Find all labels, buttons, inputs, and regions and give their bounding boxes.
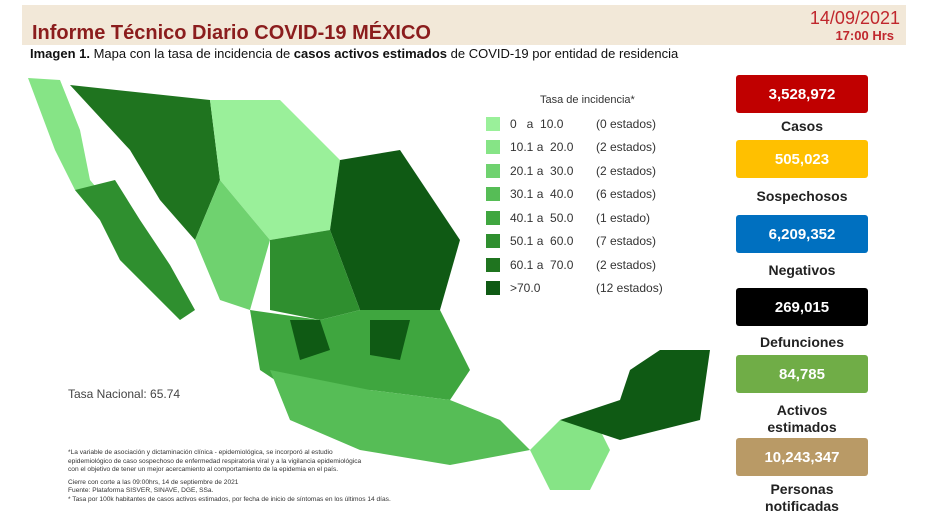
state [195,180,270,310]
map [28,78,710,490]
legend-swatch [486,116,500,131]
state [75,180,195,320]
legend-range: 20.1 a 30.0 [510,163,574,178]
legend-row: 50.1 a 60.0 (7 estados) [486,230,663,254]
legend: Tasa de incidencia* 0 a 10.0 (0 estados) 1… [486,94,663,300]
legend-count: (2 estados) [596,140,657,155]
stat-box: 505,023 [736,140,868,178]
legend-range: 60.1 a 70.0 [510,257,574,272]
legend-row: >70.0 (12 estados) [486,277,663,301]
stat-label: Negativos [768,262,836,278]
title: Informe Técnico Diario COVID-19 MÉXICO [32,22,431,44]
state [330,150,460,310]
legend-count: (2 estados) [596,257,657,272]
notes: *La variable de asociación y dictaminaci… [68,449,391,505]
state [270,230,360,320]
stat-box: 6,209,352 [736,215,868,253]
state [560,350,710,440]
stat-box: 3,528,972 [736,75,868,113]
stat-label: Casos [780,118,824,134]
state [210,100,340,240]
note-line: Fuente: Plataforma SISVER, SINAVE, DGE, … [68,487,214,495]
legend-count: (0 estados) [596,116,657,131]
stat-label: Sospechosos [756,188,848,204]
stat-label: Activos estimados [767,402,837,435]
legend-count: (12 estados) [596,281,663,296]
legend-range: 10.1 a 20.0 [510,140,574,155]
note-line: con el objetivo de tener un mejor acerca… [68,466,339,474]
time: 17:00 Hrs [835,28,894,43]
legend-swatch [486,257,500,272]
note-line: epidemiológico de caso sospechoso de enf… [68,457,362,465]
stat-box: 84,785 [736,355,868,393]
note-line: * Tasa por 100k habitantes de casos acti… [68,495,391,503]
subtitle-bold: casos activos estimados [293,46,447,61]
legend-title: Tasa de incidencia* [540,94,635,106]
subtitle-text: Mapa con la tasa de incidencia de [93,46,291,61]
stat-box: 269,015 [736,288,868,326]
stat-box: 10,243,347 [736,438,868,476]
legend-row: 10.1 a 20.0 (2 estados) [486,136,663,160]
legend-range: 30.1 a 40.0 [510,187,574,202]
state [270,370,530,465]
subtitle-text: de COVID-19 por entidad de residencia [450,46,679,61]
state [530,420,610,490]
note-line: Cierre con corte a las 09:00hrs, 14 de s… [68,478,239,486]
legend-swatch [486,140,500,155]
legend-range: 40.1 a 50.0 [510,210,574,225]
legend-count: (2 estados) [596,163,657,178]
legend-range: >70.0 [510,281,541,296]
stat-label: Personas notificadas [765,481,839,514]
legend-count: (7 estados) [596,234,657,249]
legend-swatch [486,187,500,202]
legend-row: 0 a 10.0 (0 estados) [486,112,663,136]
stat-label: Defunciones [759,334,844,350]
legend-rows: 0 a 10.0 (0 estados) 10.1 a 20.0 (2 estados… [486,112,663,300]
legend-swatch [486,234,500,249]
legend-swatch [486,163,500,178]
subtitle-label: Imagen 1. [30,46,90,61]
state [290,320,410,360]
legend-range: 50.1 a 60.0 [510,234,574,249]
legend-row: 60.1 a 70.0 (2 estados) [486,253,663,277]
note-line: *La variable de asociación y dictaminaci… [68,449,333,456]
legend-row: 30.1 a 40.0 (6 estados) [486,183,663,207]
legend-count: (1 estado) [596,210,651,225]
date: 14/09/2021 [809,8,900,28]
legend-count: (6 estados) [596,187,657,202]
state [70,85,220,240]
legend-swatch [486,281,500,296]
national-rate: Tasa Nacional: 65.74 [68,387,181,401]
legend-swatch [486,210,500,225]
legend-row: 20.1 a 30.0 (2 estados) [486,159,663,183]
legend-range: 0 a 10.0 [510,116,564,131]
legend-row: 40.1 a 50.0 (1 estado) [486,206,663,230]
header-bar [22,5,906,45]
subtitle: Imagen 1. Mapa con la tasa de incidencia… [30,46,678,61]
